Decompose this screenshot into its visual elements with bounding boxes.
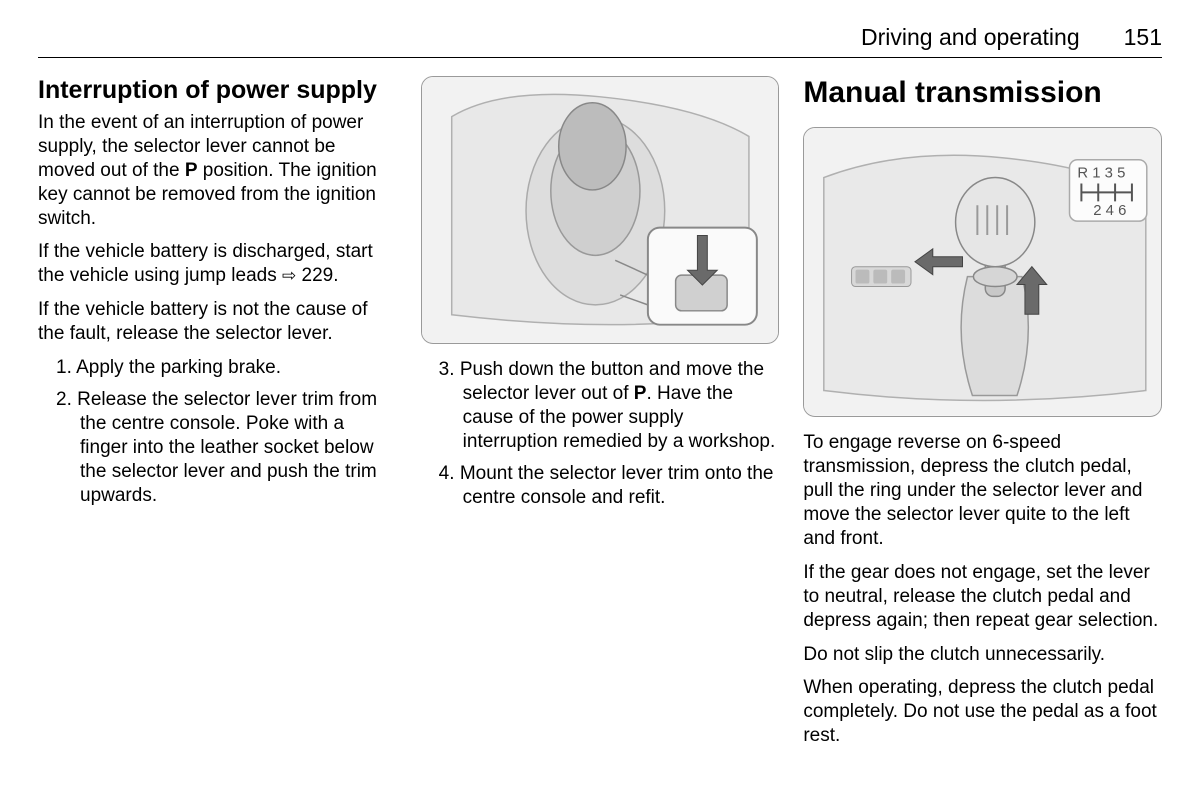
paragraph: In the event of an interruption of power…	[38, 111, 397, 231]
column-1: Interruption of power supply In the even…	[38, 76, 397, 758]
list-item: Push down the button and move the select…	[421, 358, 780, 454]
heading-interruption: Interruption of power supply	[38, 76, 397, 105]
paragraph: Do not slip the clutch unnecessarily.	[803, 643, 1162, 667]
svg-text:R 1 3 5: R 1 3 5	[1078, 166, 1126, 182]
list-item: Mount the selector lever trim onto the c…	[421, 462, 780, 510]
section-title: Driving and operating	[861, 24, 1080, 51]
bold-p: P	[634, 383, 647, 404]
selector-lever-svg	[422, 77, 779, 343]
column-2: Push down the button and move the select…	[421, 76, 780, 758]
svg-text:2 4 6: 2 4 6	[1094, 203, 1127, 219]
gear-lever-svg: R 1 3 5 2 4 6	[804, 128, 1161, 415]
column-3: Manual transmission	[803, 76, 1162, 758]
paragraph: To engage reverse on 6-speed transmissio…	[803, 431, 1162, 551]
content-columns: Interruption of power supply In the even…	[38, 76, 1162, 758]
page-number: 151	[1124, 24, 1162, 51]
heading-manual-transmission: Manual transmission	[803, 76, 1162, 109]
list-item: Apply the parking brake.	[38, 356, 397, 380]
paragraph: When operating, depress the clutch pedal…	[803, 676, 1162, 748]
illustration-gear-lever: R 1 3 5 2 4 6	[803, 127, 1162, 417]
list-item: Release the selector lever trim from the…	[38, 388, 397, 508]
paragraph: If the vehicle battery is discharged, st…	[38, 240, 397, 288]
reference-number: 229.	[302, 265, 339, 286]
ordered-list-continued: Push down the button and move the select…	[421, 358, 780, 510]
bold-p: P	[185, 160, 198, 181]
page-header: Driving and operating 151	[38, 24, 1162, 58]
ordered-list: Apply the parking brake. Release the sel…	[38, 356, 397, 508]
illustration-selector-lever	[421, 76, 780, 344]
reference-icon: ⇨	[282, 265, 296, 286]
paragraph: If the vehicle battery is not the cause …	[38, 298, 397, 346]
paragraph: If the gear does not engage, set the lev…	[803, 561, 1162, 633]
